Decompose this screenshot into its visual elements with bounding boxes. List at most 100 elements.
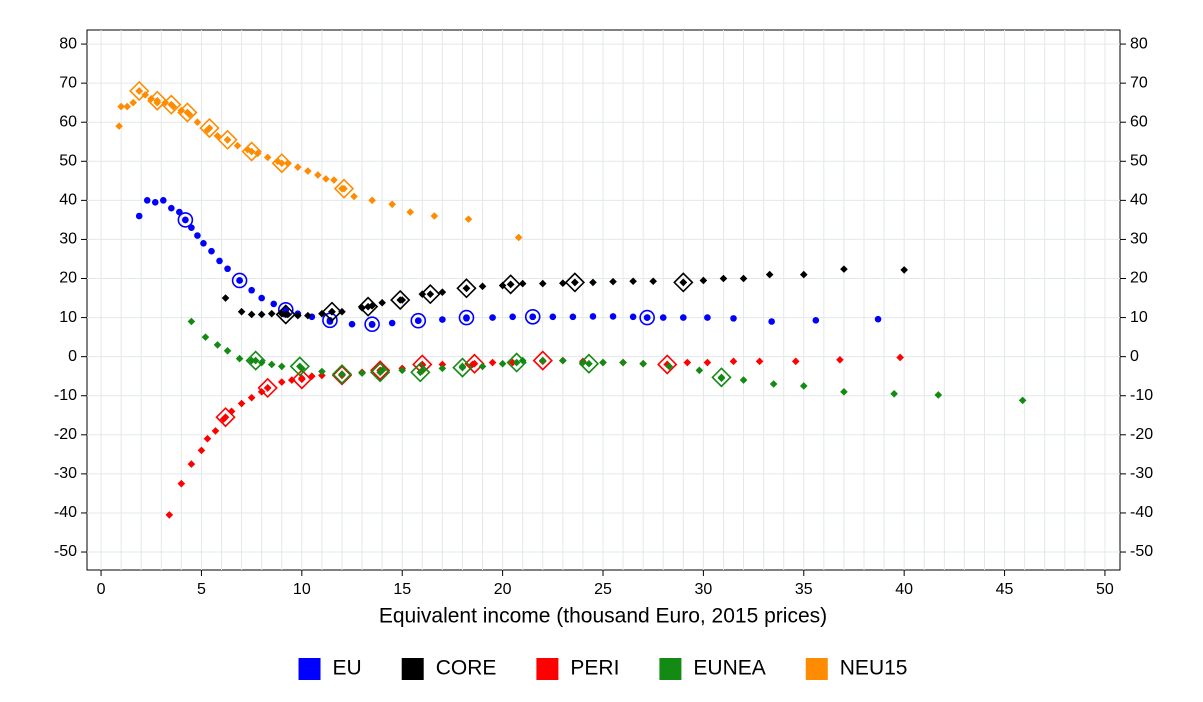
point — [478, 282, 487, 291]
highlight-point — [277, 159, 286, 168]
y2-tick-label: 10 — [1130, 309, 1148, 326]
point — [609, 313, 617, 320]
y2-tick-label: 70 — [1130, 74, 1148, 91]
x-tick-label: 10 — [293, 581, 311, 598]
point — [237, 399, 246, 408]
highlight-point — [458, 363, 467, 372]
point — [243, 145, 252, 154]
point — [224, 265, 231, 273]
legend-swatch — [659, 658, 682, 680]
point — [659, 314, 667, 321]
y2-tick-label: -50 — [1130, 543, 1153, 560]
point — [187, 460, 196, 468]
highlight-point — [571, 278, 579, 287]
point — [739, 274, 748, 283]
point — [599, 358, 607, 367]
y2-tick-label: 20 — [1130, 270, 1148, 287]
point — [438, 288, 447, 296]
point — [840, 265, 848, 273]
point — [143, 197, 151, 204]
highlight-point — [326, 317, 334, 324]
point — [538, 356, 547, 365]
point — [177, 479, 186, 488]
point — [267, 309, 276, 318]
point — [208, 247, 215, 255]
point — [755, 357, 764, 366]
point — [350, 192, 358, 201]
highlight-point — [529, 313, 537, 321]
y-tick-label: 10 — [59, 309, 77, 326]
point — [680, 314, 687, 321]
highlight-marker — [257, 377, 278, 399]
point — [719, 274, 728, 283]
point — [368, 196, 376, 205]
x-tick-label: 50 — [1096, 581, 1114, 598]
point — [294, 163, 302, 171]
point — [168, 204, 175, 212]
highlight-marker — [177, 212, 194, 228]
point — [258, 294, 265, 302]
highlight-point — [296, 362, 304, 371]
point — [358, 304, 366, 312]
legend-swatch — [298, 658, 321, 680]
point — [464, 215, 473, 223]
y2-tick-label: -40 — [1130, 504, 1153, 521]
point — [489, 314, 496, 321]
y-tick-label: 60 — [59, 113, 77, 130]
y-tick-label: 30 — [59, 231, 77, 248]
point — [739, 376, 748, 384]
legend-label: EU — [333, 657, 362, 680]
point — [235, 354, 244, 363]
y-tick-label: 50 — [59, 153, 77, 170]
point — [203, 434, 212, 443]
highlight-marker — [456, 278, 477, 299]
legend-label: CORE — [436, 657, 497, 680]
point — [227, 407, 236, 416]
highlight-point — [153, 96, 162, 105]
point — [193, 118, 202, 127]
legend-label: EUNEA — [693, 657, 765, 680]
x-tick-label: 20 — [494, 581, 512, 598]
point — [836, 355, 844, 364]
highlight-point — [470, 359, 479, 368]
point — [388, 319, 396, 327]
point — [589, 313, 597, 320]
y-tick-label: 40 — [59, 192, 77, 209]
legend-label: NEU15 — [840, 657, 908, 680]
highlight-marker — [331, 364, 353, 385]
point — [890, 389, 898, 398]
point — [277, 309, 286, 318]
point — [799, 382, 808, 390]
point — [203, 126, 212, 134]
highlight-point — [183, 108, 192, 117]
point — [308, 372, 316, 380]
y-tick-label: 0 — [68, 348, 77, 365]
highlight-point — [462, 284, 471, 293]
highlight-marker — [245, 350, 266, 371]
point — [900, 266, 908, 274]
highlight-marker — [639, 309, 655, 326]
highlight-marker — [524, 309, 541, 325]
highlight-marker — [147, 90, 168, 111]
highlight-marker — [578, 353, 600, 374]
highlight-point — [247, 147, 256, 156]
highlight-marker — [364, 316, 380, 333]
point — [629, 277, 637, 286]
point — [703, 358, 712, 367]
point — [934, 391, 943, 399]
highlight-marker — [331, 365, 353, 386]
highlight-marker — [177, 102, 198, 123]
point — [117, 102, 125, 111]
y2-tick-label: -10 — [1130, 387, 1153, 404]
highlight-point — [717, 373, 726, 382]
point — [248, 286, 255, 294]
highlight-marker — [452, 357, 473, 378]
highlight-marker — [410, 362, 431, 383]
point — [559, 279, 567, 287]
point — [439, 316, 446, 323]
highlight-marker — [657, 354, 678, 375]
y2-tick-label: 30 — [1130, 231, 1148, 248]
point — [649, 277, 657, 286]
highlight-marker — [289, 356, 310, 377]
